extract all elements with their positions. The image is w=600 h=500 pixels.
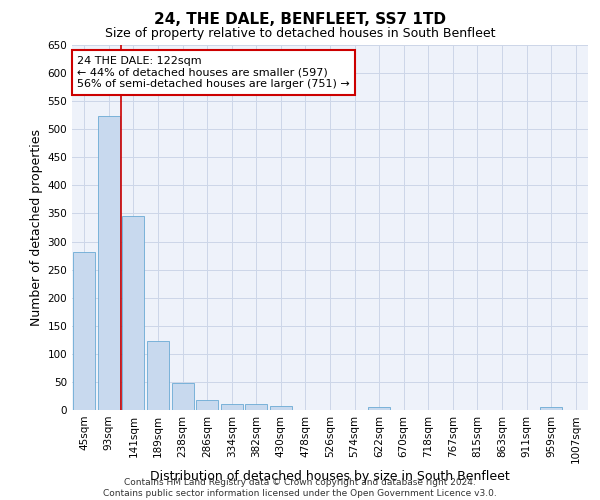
Bar bbox=[368, 406, 390, 410]
Bar bbox=[98, 116, 120, 410]
X-axis label: Distribution of detached houses by size in South Benfleet: Distribution of detached houses by size … bbox=[150, 470, 510, 484]
Bar bbox=[245, 404, 268, 410]
Bar bbox=[270, 406, 292, 410]
Text: Contains HM Land Registry data © Crown copyright and database right 2024.
Contai: Contains HM Land Registry data © Crown c… bbox=[103, 478, 497, 498]
Bar bbox=[147, 342, 169, 410]
Text: 24 THE DALE: 122sqm
← 44% of detached houses are smaller (597)
56% of semi-detac: 24 THE DALE: 122sqm ← 44% of detached ho… bbox=[77, 56, 350, 89]
Text: Size of property relative to detached houses in South Benfleet: Size of property relative to detached ho… bbox=[105, 28, 495, 40]
Bar bbox=[172, 383, 194, 410]
Bar bbox=[73, 252, 95, 410]
Text: 24, THE DALE, BENFLEET, SS7 1TD: 24, THE DALE, BENFLEET, SS7 1TD bbox=[154, 12, 446, 28]
Bar bbox=[221, 404, 243, 410]
Bar bbox=[540, 406, 562, 410]
Y-axis label: Number of detached properties: Number of detached properties bbox=[30, 129, 43, 326]
Bar bbox=[196, 400, 218, 410]
Bar bbox=[122, 216, 145, 410]
